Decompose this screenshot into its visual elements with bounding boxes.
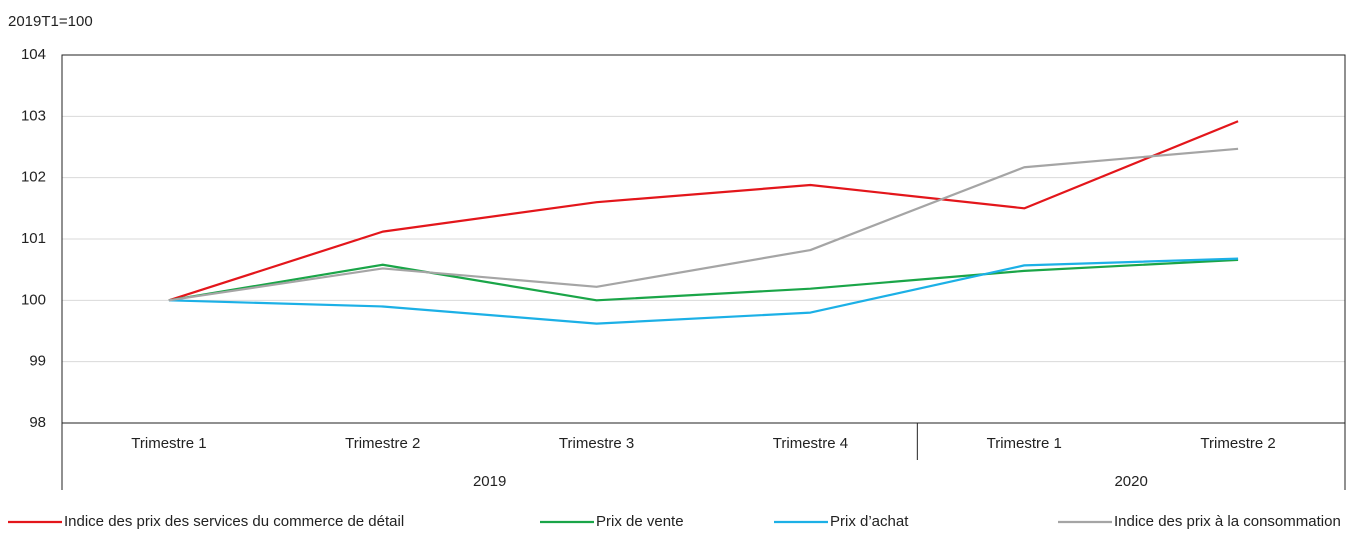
legend-label: Indice des prix à la consommation [1114,513,1341,530]
plot-frame [61,54,1346,424]
line-series [168,147,1239,302]
y-axis-label: 2019T1=100 [8,13,93,30]
x-group-label: 2020 [1114,473,1147,490]
line-series [168,258,1239,302]
y-tick-label: 101 [21,230,46,247]
x-tick-label: Trimestre 3 [559,435,634,452]
y-tick-label: 98 [29,414,46,431]
x-tick-label: Trimestre 1 [131,435,206,452]
y-tick-label: 104 [21,46,46,63]
x-tick-label: Trimestre 2 [1200,435,1275,452]
x-tick-label: Trimestre 2 [345,435,420,452]
x-tick-label: Trimestre 4 [773,435,848,452]
y-tick-label: 102 [21,169,46,186]
y-tick-label: 100 [21,291,46,308]
legend-label: Prix de vente [596,513,684,530]
legend-label: Indice des prix des services du commerce… [64,513,404,530]
legend-label: Prix d’achat [830,513,909,530]
y-tick-label: 99 [29,353,46,370]
x-group-label: 2019 [473,473,506,490]
line-series [168,120,1239,302]
x-tick-label: Trimestre 1 [987,435,1062,452]
line-series [168,257,1239,325]
y-tick-label: 103 [21,107,46,124]
